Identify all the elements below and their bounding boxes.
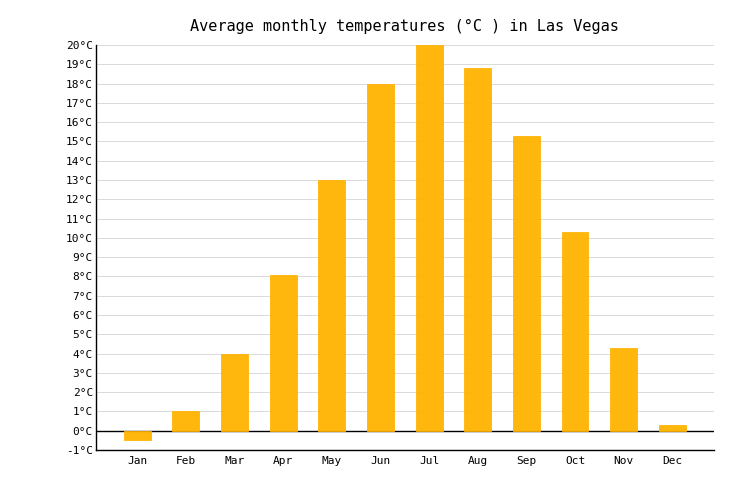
Bar [513,136,539,430]
Bar [319,180,345,430]
Bar [172,412,199,430]
Bar [270,274,297,430]
Bar [221,354,248,430]
Bar [464,68,491,430]
Bar [562,232,589,430]
Bar [610,348,637,430]
Bar [659,425,686,430]
Title: Average monthly temperatures (°C ) in Las Vegas: Average monthly temperatures (°C ) in La… [191,19,619,34]
Bar [416,45,442,430]
Bar [124,430,151,440]
Bar [367,84,394,430]
